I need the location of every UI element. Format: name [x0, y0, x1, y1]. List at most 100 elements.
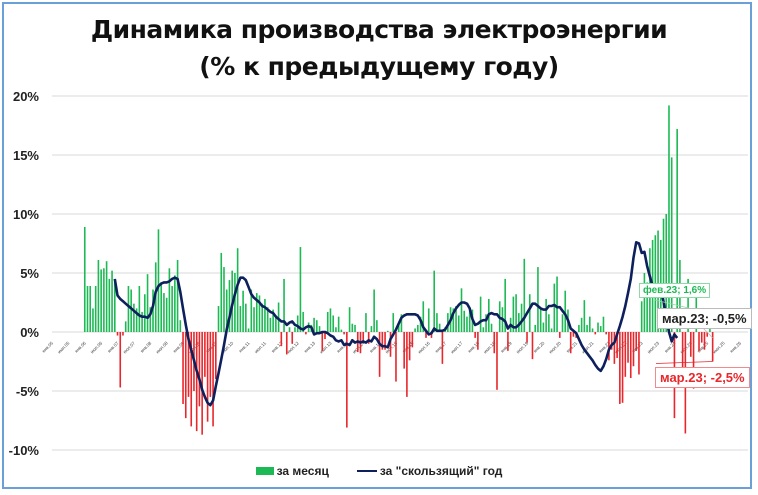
- x-tick-label: июл.12: [286, 340, 300, 354]
- monthly-bar: [163, 293, 165, 332]
- annotation-mar23-monthly: мар.23; -2,5%: [655, 367, 750, 388]
- monthly-bar: [406, 332, 408, 397]
- monthly-bar: [264, 298, 266, 332]
- monthly-bar: [463, 310, 466, 332]
- y-tick-label: -5%: [16, 384, 40, 399]
- monthly-bar: [198, 332, 201, 407]
- monthly-bar: [127, 285, 130, 332]
- monthly-bar: [381, 332, 384, 350]
- monthly-bar: [700, 332, 703, 343]
- monthly-bar: [681, 332, 684, 379]
- x-tick-label: янв.07: [107, 340, 120, 353]
- monthly-bar: [452, 308, 455, 332]
- legend-item-monthly[interactable]: за месяц: [255, 464, 329, 478]
- monthly-bar: [526, 332, 528, 343]
- monthly-bar: [397, 324, 400, 332]
- x-tick-label: янв.11: [238, 340, 251, 353]
- monthly-bar: [299, 247, 302, 332]
- monthly-bar: [179, 320, 182, 332]
- monthly-bar: [86, 285, 89, 332]
- monthly-bar: [324, 332, 326, 340]
- monthly-bar: [438, 323, 441, 332]
- monthly-bar: [100, 269, 102, 332]
- x-axis: янв.05 июл.05 янв.06 июл.06 янв.07 июл.07 янв.…: [41, 340, 742, 354]
- monthly-bar: [427, 308, 430, 332]
- monthly-bar: [141, 311, 143, 332]
- monthly-bar: [520, 303, 523, 332]
- legend-item-rolling[interactable]: за "скользящий" год: [356, 464, 503, 478]
- monthly-bar: [400, 314, 403, 332]
- monthly-bar: [692, 332, 695, 389]
- monthly-bar: [266, 307, 269, 332]
- monthly-bar: [160, 282, 162, 332]
- monthly-bar: [550, 328, 553, 332]
- monthly-bar: [518, 313, 520, 332]
- monthly-bar: [457, 315, 460, 332]
- x-tick-label: янв.20: [532, 340, 545, 353]
- monthly-bar: [176, 260, 179, 332]
- monthly-bar: [711, 332, 714, 362]
- monthly-bar: [283, 278, 285, 332]
- monthly-bar: [613, 332, 616, 364]
- monthly-bar: [627, 332, 629, 363]
- monthly-bar: [340, 329, 343, 332]
- chart-title-line2: (% к предыдущему году): [199, 52, 559, 81]
- monthly-bar: [414, 328, 416, 332]
- monthly-bar: [365, 313, 367, 332]
- x-tick-label: янв.19: [500, 340, 513, 353]
- monthly-bar: [531, 332, 534, 360]
- y-tick-label: 15%: [13, 148, 39, 163]
- monthly-bar: [425, 332, 427, 338]
- y-tick-label: 20%: [13, 89, 39, 104]
- monthly-bar: [275, 315, 277, 332]
- monthly-bar: [296, 315, 299, 332]
- monthly-bar: [250, 289, 253, 332]
- monthly-bar: [108, 278, 111, 332]
- x-tick-label: янв.25: [696, 340, 709, 353]
- monthly-bar: [436, 313, 438, 332]
- monthly-bar: [92, 308, 94, 332]
- monthly-bar: [247, 328, 250, 332]
- monthly-bar: [316, 320, 318, 332]
- monthly-bar: [113, 282, 116, 332]
- monthly-bar: [329, 308, 332, 332]
- monthly-bar: [621, 332, 624, 403]
- monthly-bar: [455, 306, 457, 332]
- monthly-bar: [313, 317, 315, 332]
- monthly-bar: [515, 294, 517, 332]
- monthly-bar: [386, 330, 389, 332]
- monthly-bar: [619, 332, 621, 404]
- monthly-bar: [477, 332, 479, 350]
- monthly-bar: [138, 285, 141, 332]
- monthly-bar: [261, 303, 264, 332]
- monthly-bar: [269, 317, 272, 332]
- monthly-bar: [212, 332, 214, 427]
- monthly-bar: [545, 298, 547, 332]
- monthly-bar: [343, 332, 345, 335]
- monthly-bar: [698, 332, 700, 351]
- monthly-bar: [103, 268, 105, 332]
- monthly-bar: [586, 324, 588, 332]
- chart-legend: за месяц за "скользящий" год: [0, 464, 758, 478]
- monthly-bar: [217, 306, 220, 332]
- monthly-bar: [83, 226, 86, 332]
- monthly-bar: [580, 317, 583, 332]
- monthly-bar: [419, 316, 422, 332]
- x-tick-label: июл.08: [155, 340, 169, 354]
- monthly-bar: [441, 332, 444, 364]
- monthly-bar: [133, 303, 135, 332]
- monthly-bar: [348, 307, 351, 332]
- monthly-bar: [542, 322, 545, 332]
- monthly-bar: [346, 332, 348, 428]
- monthly-bar: [190, 332, 193, 427]
- legend-label-rolling: за "скользящий" год: [379, 464, 503, 478]
- monthly-bar: [215, 332, 217, 380]
- monthly-bar: [594, 332, 597, 335]
- monthly-bar: [195, 332, 198, 432]
- monthly-bar: [119, 332, 122, 388]
- monthly-bar: [640, 301, 643, 332]
- monthly-bar: [335, 327, 337, 332]
- monthly-bar: [597, 322, 599, 332]
- x-tick-label: янв.17: [434, 340, 447, 353]
